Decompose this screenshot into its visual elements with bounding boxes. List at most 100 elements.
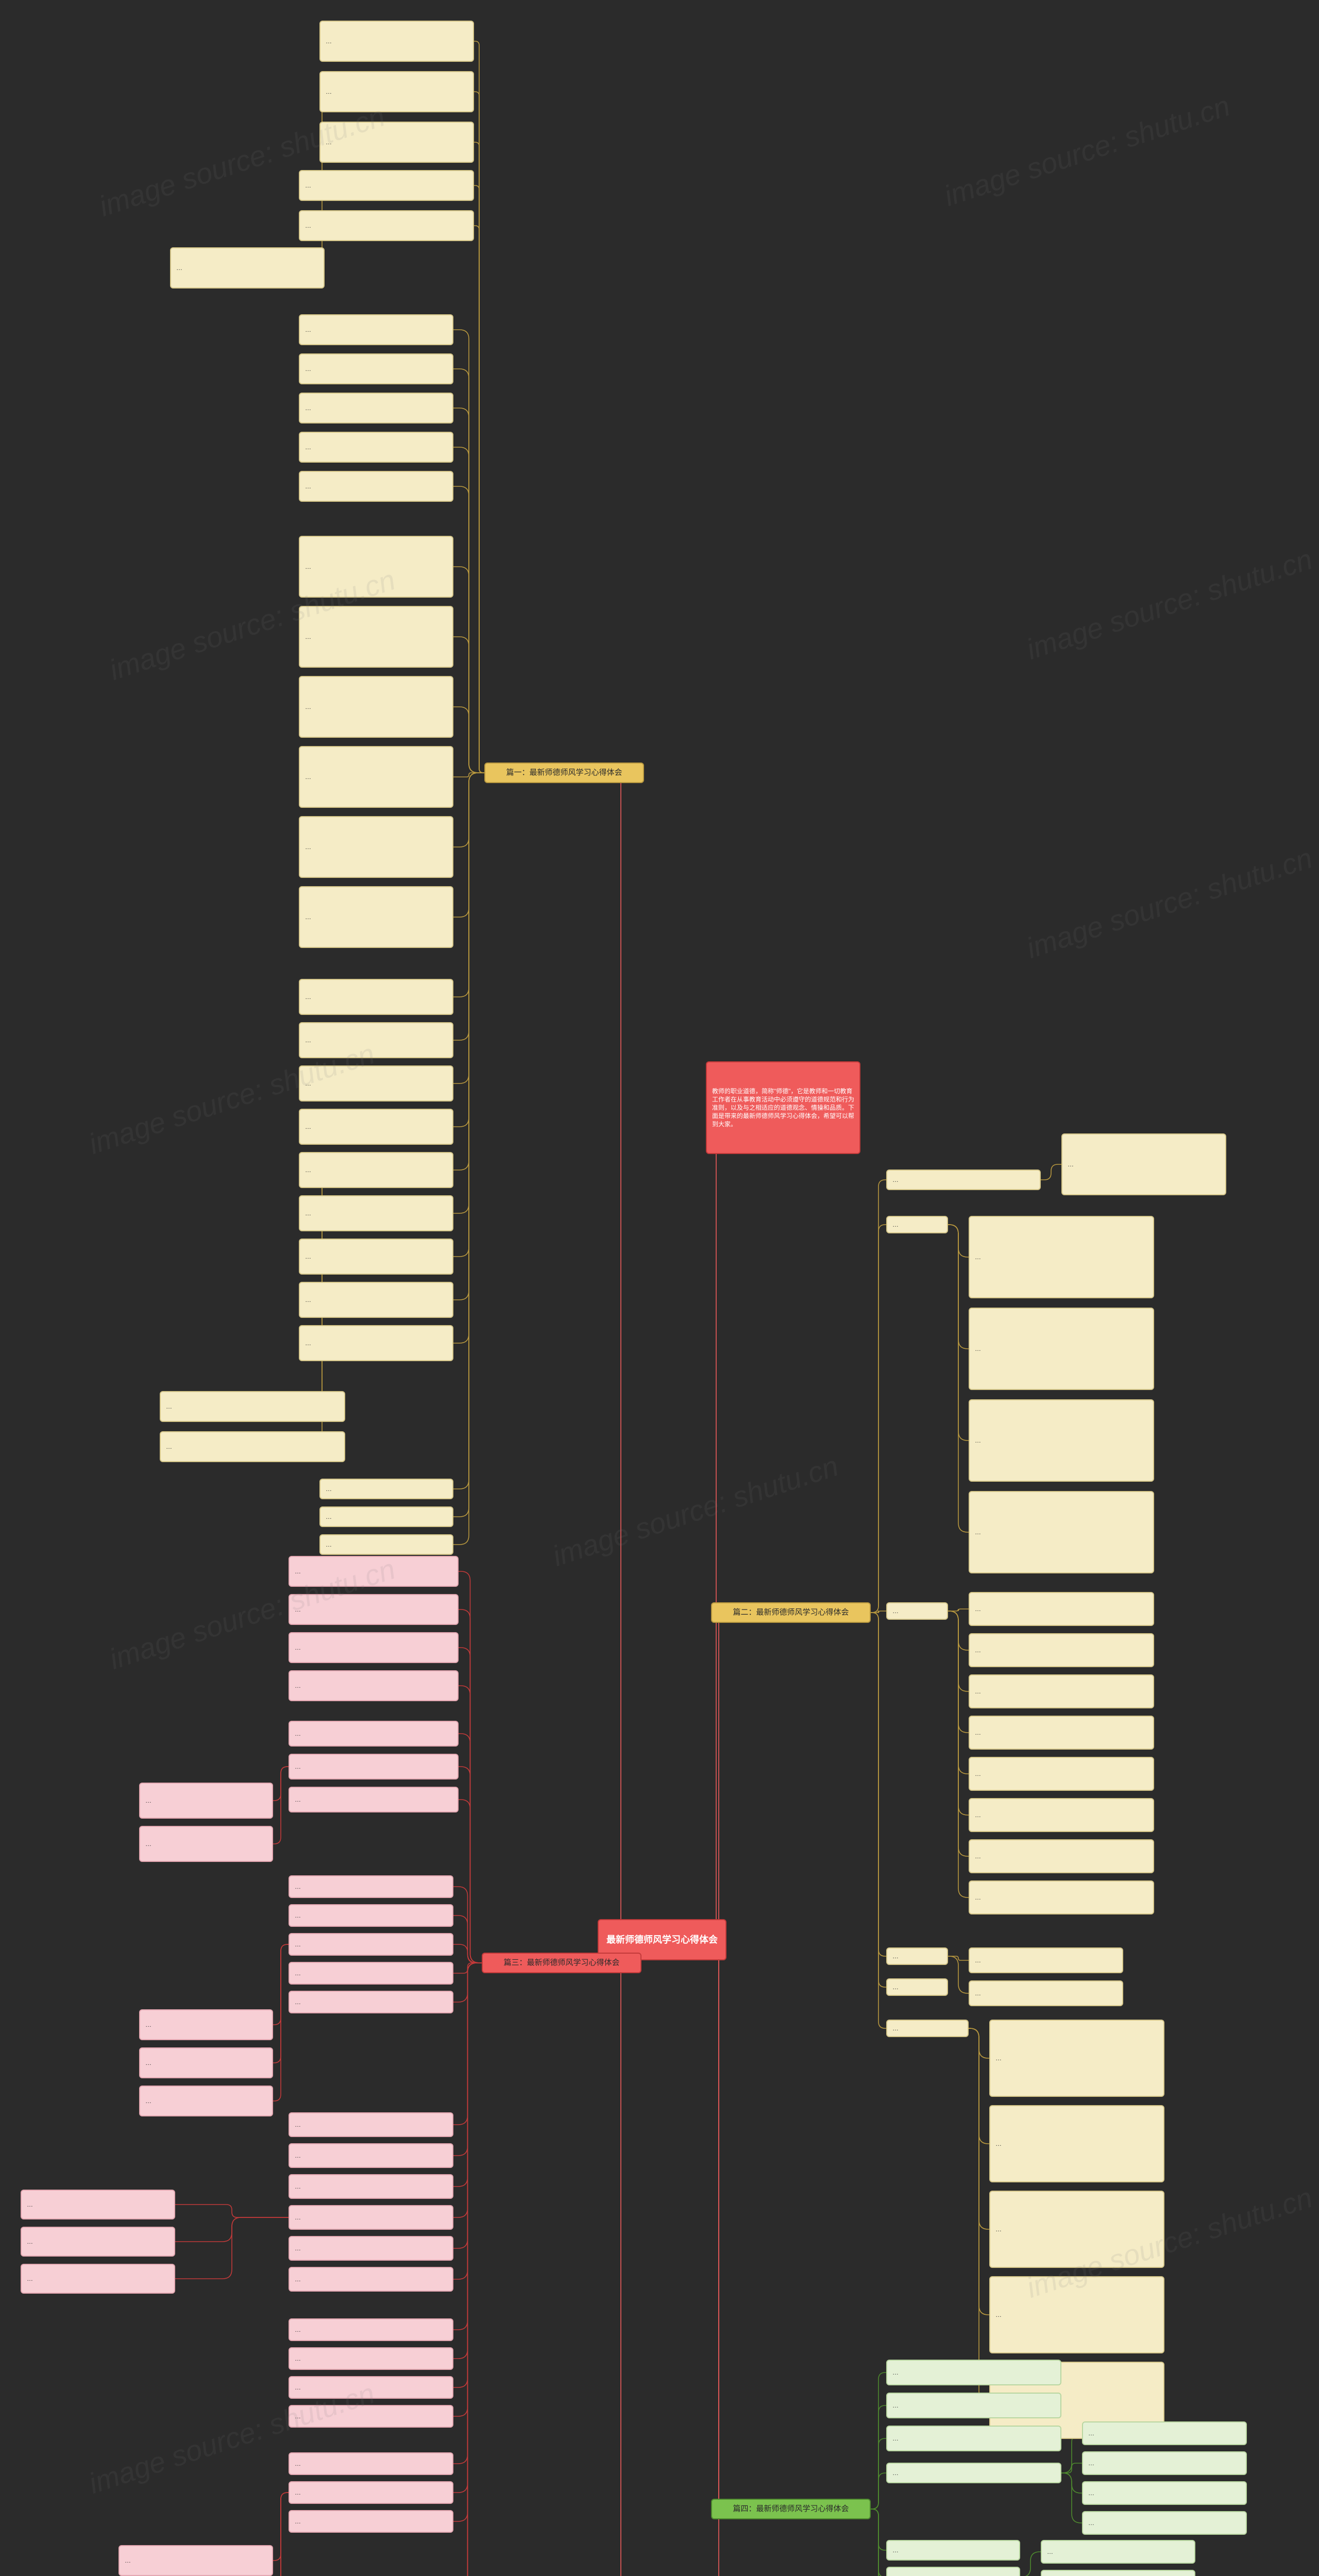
mindmap-edge (459, 1767, 482, 1963)
mindmap-edge (453, 1963, 482, 2576)
mindmap-leaf: … (299, 816, 453, 878)
watermark: image source: shutu.cn (940, 89, 1234, 213)
mindmap-edge (273, 1767, 289, 1801)
mindmap-edge (711, 1613, 726, 1940)
mindmap-leaf: … (289, 2347, 453, 2370)
mindmap-edge (871, 2509, 886, 2576)
mindmap-leaf: … (299, 432, 453, 463)
mindmap-edge (459, 1686, 482, 1963)
mindmap-edge (453, 1963, 482, 2576)
mindmap-edge (453, 773, 484, 917)
mindmap-edge (273, 1944, 289, 2025)
mindmap-edge (273, 1767, 289, 1844)
mindmap-leaf: … (886, 1170, 1041, 1190)
mindmap-edge (871, 2438, 886, 2509)
mindmap-edge (453, 1963, 482, 2576)
watermark: image source: shutu.cn (1022, 542, 1316, 666)
mindmap-leaf: … (969, 1216, 1154, 1298)
mindmap-edge (453, 1963, 482, 2493)
mindmap-edge (871, 2509, 886, 2576)
mindmap-leaf: … (886, 2540, 1020, 2561)
mindmap-edge (453, 1963, 482, 2156)
mindmap-leaf: … (299, 1065, 453, 1101)
mindmap-leaf: … (139, 1783, 273, 1819)
mindmap-edge (871, 2509, 886, 2576)
mindmap-leaf: … (886, 1947, 948, 1965)
mindmap-edge (453, 1963, 482, 2576)
mindmap-edge (459, 1571, 482, 1963)
mindmap-leaf: … (969, 1798, 1154, 1832)
mindmap-leaf: … (969, 1399, 1154, 1482)
mindmap-leaf: … (289, 1787, 459, 1812)
mindmap-leaf: … (139, 1826, 273, 1862)
mindmap-leaf: … (886, 1978, 948, 1996)
mindmap-leaf: … (969, 1674, 1154, 1708)
mindmap-edge (948, 1225, 969, 1440)
mindmap-edge (969, 2028, 989, 2144)
mindmap-edge (1061, 2473, 1082, 2523)
mindmap-edge (948, 1609, 969, 1611)
mindmap-edge (273, 2493, 289, 2561)
mindmap-edge (871, 2509, 886, 2576)
mindmap-edge (459, 1609, 482, 1963)
mindmap-leaf: … (969, 1716, 1154, 1750)
mindmap-leaf: … (299, 314, 453, 345)
mindmap-leaf: … (299, 210, 474, 241)
mindmap-leaf: … (886, 1216, 948, 1233)
mindmap-edge (474, 41, 484, 773)
mindmap-edge (948, 1611, 969, 1856)
mindmap-edge (871, 2372, 886, 2509)
mindmap-edge (453, 773, 484, 1545)
mindmap-edge (453, 1963, 482, 2217)
mindmap-leaf: … (886, 2020, 969, 2037)
mindmap-edge (871, 2509, 886, 2576)
mindmap-edge (871, 2509, 886, 2576)
mindmap-edge (871, 1613, 886, 1987)
mindmap-leaf: … (160, 1391, 345, 1422)
mindmap-edge (453, 637, 484, 773)
mindmap-branch: 篇三：最新师德师风学习心得体会 (482, 1953, 641, 1973)
mindmap-branch: 篇二：最新师德师风学习心得体会 (711, 1602, 871, 1623)
mindmap-leaf: … (21, 2227, 175, 2257)
mindmap-leaf: … (21, 2190, 175, 2219)
mindmap-leaf: … (299, 1239, 453, 1275)
mindmap-edge (948, 1225, 969, 1257)
mindmap-edge (474, 226, 484, 773)
mindmap-leaf: … (289, 2143, 453, 2168)
mindmap-leaf: … (289, 2236, 453, 2261)
mindmap-edge (453, 773, 484, 1083)
mindmap-edge (453, 773, 484, 1257)
mindmap-leaf: … (969, 1839, 1154, 1873)
mindmap-edge (871, 2509, 886, 2576)
mindmap-edge (871, 2509, 886, 2576)
mindmap-leaf: … (289, 1670, 459, 1701)
mindmap-leaf: … (886, 2393, 1061, 2418)
mindmap-leaf: … (1041, 2570, 1195, 2576)
mindmap-edge (474, 185, 484, 773)
mindmap-edge (453, 1963, 482, 2576)
mindmap-edge (273, 1944, 289, 2063)
mindmap-leaf: … (299, 536, 453, 598)
mindmap-edge (453, 1963, 482, 1973)
mindmap-leaf: … (289, 2376, 453, 2399)
mindmap-edge (453, 1963, 482, 2125)
mindmap-leaf: … (319, 122, 474, 163)
mindmap-edge (273, 1944, 289, 2101)
mindmap-edge (871, 1613, 886, 2028)
mindmap-edge (453, 773, 484, 1517)
mindmap-edge (273, 2493, 289, 2576)
mindmap-edge (453, 1963, 482, 2387)
mindmap-leaf: … (969, 1980, 1123, 2006)
mindmap-edge (453, 486, 484, 773)
mindmap-edge (871, 1611, 886, 1613)
mindmap-leaf: … (299, 471, 453, 502)
mindmap-edge (871, 2509, 886, 2576)
mindmap-edge (871, 1225, 886, 1613)
mindmap-leaf: … (886, 1602, 948, 1620)
mindmap-leaf: … (289, 1556, 459, 1587)
mindmap-edge (948, 1611, 969, 1691)
mindmap-leaf: … (299, 746, 453, 808)
mindmap-edge (871, 2509, 886, 2550)
mindmap-edge (453, 773, 484, 777)
mindmap-edge (453, 773, 484, 1040)
